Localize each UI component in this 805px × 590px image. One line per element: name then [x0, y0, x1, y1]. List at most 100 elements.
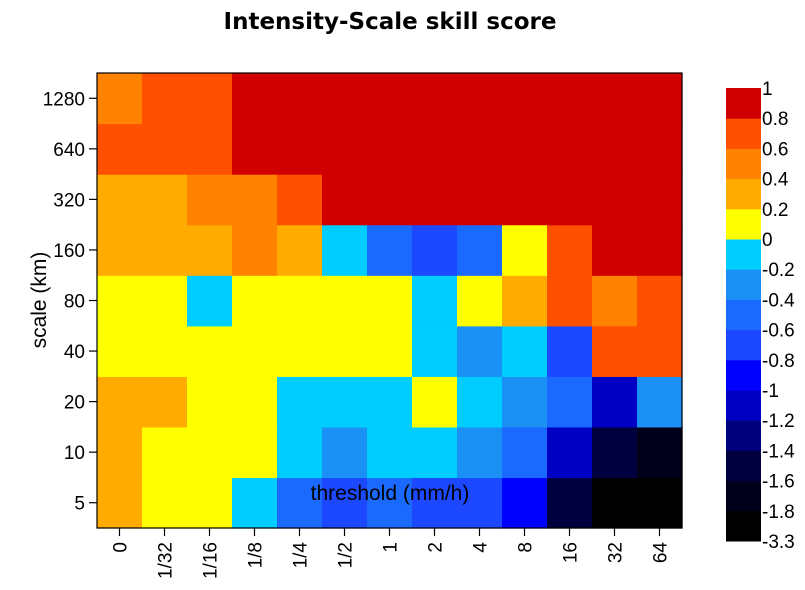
heatmap-cell: [637, 174, 683, 226]
heatmap-cell: [142, 376, 188, 428]
heatmap-cell: [592, 73, 638, 125]
heatmap-cell: [232, 73, 278, 125]
legend-label: -3.3: [762, 532, 795, 553]
y-tick-label: 40: [64, 342, 85, 363]
heatmap-cell: [187, 426, 233, 479]
heatmap-cell: [637, 325, 683, 377]
legend-swatch: [726, 390, 761, 421]
heatmap-cell: [592, 174, 638, 226]
heatmap-cell: [322, 123, 368, 175]
heatmap-cell: [367, 426, 413, 479]
heatmap-cell: [412, 376, 458, 428]
heatmap-cell: [97, 477, 143, 529]
heatmap-cell: [322, 325, 368, 377]
heatmap-cell: [322, 376, 368, 428]
heatmap-cell: [637, 275, 683, 327]
heatmap-cell: [277, 174, 323, 226]
legend-swatch: [726, 118, 761, 149]
heatmap-cell: [187, 123, 233, 175]
heatmap-cell: [142, 426, 188, 479]
heatmap-cell: [277, 477, 323, 529]
heatmap-cell: [367, 275, 413, 327]
heatmap-cell: [232, 376, 278, 428]
legend-label: 0.2: [762, 200, 788, 221]
heatmap-cell: [367, 174, 413, 226]
heatmap-cell: [187, 174, 233, 226]
heatmap-cell: [322, 426, 368, 479]
legend-label: 1: [762, 79, 773, 100]
heatmap-cell: [592, 275, 638, 327]
heatmap-cell: [547, 325, 593, 377]
heatmap-cell: [637, 376, 683, 428]
heatmap-cell: [277, 376, 323, 428]
x-tick-label: 1/32: [156, 542, 177, 579]
heatmap-cell: [322, 275, 368, 327]
y-tick-label: 160: [53, 241, 85, 262]
heatmap-cell: [142, 477, 188, 529]
heatmap-cell: [592, 376, 638, 428]
heatmap-cell: [232, 426, 278, 479]
legend-swatch: [726, 299, 761, 331]
legend-swatch: [726, 148, 761, 180]
heatmap-cell: [502, 376, 548, 428]
heatmap-cell: [142, 123, 188, 175]
legend-label: 0: [762, 230, 773, 251]
legend-swatch: [726, 329, 761, 361]
heatmap-cell: [367, 376, 413, 428]
legend-swatch: [726, 239, 761, 270]
heatmap-cell: [232, 224, 278, 276]
heatmap-cell: [142, 224, 188, 276]
heatmap-cell: [592, 224, 638, 276]
heatmap-cell: [457, 477, 503, 529]
heatmap-cell: [592, 325, 638, 377]
heatmap-cell: [232, 325, 278, 377]
x-tick-label: 1: [381, 542, 402, 553]
heatmap-cell: [502, 174, 548, 226]
x-tick-label: 0: [111, 542, 132, 553]
heatmap-cell: [187, 73, 233, 125]
heatmap-cell: [277, 426, 323, 479]
legend-label: -0.4: [762, 290, 795, 311]
legend-label: -1.6: [762, 472, 795, 493]
heatmap-cell: [322, 224, 368, 276]
heatmap-cell: [637, 426, 683, 479]
legend-swatch: [726, 88, 761, 119]
heatmap-cell: [232, 174, 278, 226]
heatmap-cell: [97, 224, 143, 276]
heatmap-cell: [412, 325, 458, 377]
legend-swatch: [726, 510, 761, 542]
heatmap-cell: [142, 174, 188, 226]
heatmap-cell: [412, 174, 458, 226]
legend-swatch: [726, 359, 761, 391]
heatmap-cell: [367, 325, 413, 377]
heatmap-cell: [232, 477, 278, 529]
heatmap-cell: [277, 325, 323, 377]
heatmap-cells: [97, 73, 683, 529]
legend-label: -0.8: [762, 351, 795, 372]
legend-swatch: [726, 269, 761, 300]
heatmap-cell: [547, 123, 593, 175]
heatmap-cell: [502, 477, 548, 529]
color-legend: -3.3 -1.8 -1.6 -1.4 -1.2 -1 -0.8 -0.6 -0.4 -0.2 0 0…: [726, 79, 795, 553]
heatmap-cell: [412, 224, 458, 276]
heatmap-cell: [547, 477, 593, 529]
heatmap-cell: [592, 426, 638, 479]
heatmap-cell: [97, 376, 143, 428]
heatmap-cell: [277, 123, 323, 175]
heatmap-cell: [457, 275, 503, 327]
x-tick-label: 64: [651, 542, 672, 564]
legend-label: 0.8: [762, 109, 788, 130]
x-tick-label: 2: [426, 542, 447, 553]
legend-label: -1.8: [762, 502, 795, 523]
heatmap-cell: [142, 325, 188, 377]
heatmap-cell: [97, 73, 143, 125]
heatmap-cell: [367, 477, 413, 529]
heatmap-cell: [502, 224, 548, 276]
heatmap-cell: [592, 477, 638, 529]
legend-label: 0.6: [762, 139, 788, 160]
heatmap-cell: [457, 174, 503, 226]
heatmap-cell: [502, 426, 548, 479]
x-axis: 0 1/32 1/16 1/8 1/4 1/2 1 2 4 8 16 32 64: [111, 528, 672, 579]
heatmap-cell: [412, 73, 458, 125]
